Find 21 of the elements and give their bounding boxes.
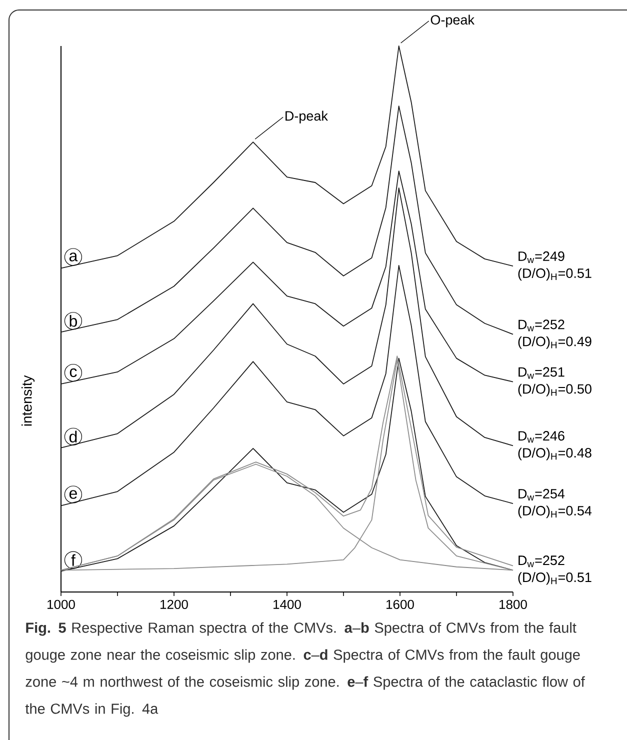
x-tick-label: 1800 [500, 600, 527, 610]
series-label: b [70, 315, 77, 327]
series-label: f [71, 554, 76, 566]
annotation: D$_{w}$=252 (D/O)$_{H}$=0.51 [518, 556, 592, 585]
series-label: a [69, 252, 78, 262]
annotation: D$_{w}$=246 (D/O)$_{H}$=0.48 [518, 431, 592, 460]
annotation: D$_{w}$=249 (D/O)$_{H}$=0.51 [518, 251, 592, 281]
annotation: D$_{w}$=251 (D/O)$_{H}$=0.50 [518, 367, 592, 396]
text: Fig. 5 Respective Raman spectra of the CMVs. a–b Spectra of CMVs from the fault gouge zone near the coseismic slip zone. c–d Spectra of CMVs from the fault gouge zone ~4 m northwest of the coseismic slip zone. e–f Spectra of the cataclastic flow of the CMVs in Fig. 4a [25, 622, 585, 717]
y-axis-title: intensity [22, 375, 35, 426]
series-label: d [69, 430, 77, 443]
annotation: D$_{w}$=254 (D/O)$_{H}$=0.54 [518, 488, 592, 518]
annotation: D$_{w}$=252 (D/O)$_{H}$=0.49 [518, 320, 592, 349]
x-tick-label: 1600 [386, 600, 414, 610]
annotation: D-peak [286, 110, 328, 124]
series-label: e [69, 490, 77, 499]
x-tick-label: 1400 [274, 600, 301, 610]
x-tick-label: 1200 [160, 600, 188, 610]
x-tick-label: 1000 [48, 600, 75, 610]
series-label: c [70, 368, 77, 378]
annotation: O-peak [430, 14, 474, 28]
